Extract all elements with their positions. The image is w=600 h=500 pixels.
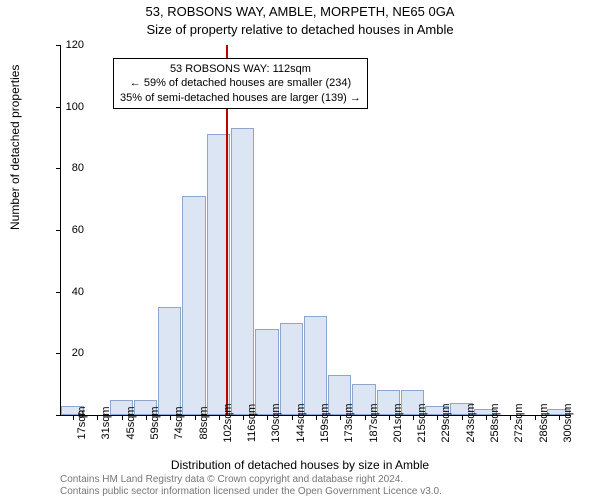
annotation-box: 53 ROBSONS WAY: 112sqm← 59% of detached … <box>113 58 368 109</box>
histogram-bar <box>231 128 254 415</box>
x-tick-mark <box>389 415 390 420</box>
x-tick-mark <box>413 415 414 420</box>
histogram-bar <box>280 323 303 416</box>
histogram-bar <box>255 329 278 415</box>
x-tick-mark <box>462 415 463 420</box>
plot-area: 53 ROBSONS WAY: 112sqm← 59% of detached … <box>60 45 571 416</box>
x-tick-label: 300sqm <box>562 403 574 442</box>
x-axis-label: Distribution of detached houses by size … <box>0 458 600 472</box>
annotation-line-2: ← 59% of detached houses are smaller (23… <box>120 76 361 90</box>
copyright-line-1: Contains HM Land Registry data © Crown c… <box>60 474 442 486</box>
x-tick-mark <box>535 415 536 420</box>
x-tick-mark <box>97 415 98 420</box>
x-tick-mark <box>267 415 268 420</box>
x-tick-label: 45sqm <box>125 406 137 439</box>
x-tick-label: 31sqm <box>100 406 112 439</box>
annotation-line-1: 53 ROBSONS WAY: 112sqm <box>120 62 361 76</box>
x-tick-label: 130sqm <box>270 403 282 442</box>
histogram-bar <box>158 307 181 415</box>
x-tick-label: 187sqm <box>368 403 380 442</box>
x-tick-mark <box>486 415 487 420</box>
x-tick-label: 116sqm <box>246 404 258 442</box>
x-tick-label: 258sqm <box>489 403 501 442</box>
histogram-bar <box>182 196 205 415</box>
x-tick-mark <box>437 415 438 420</box>
x-tick-label: 102sqm <box>222 403 234 442</box>
x-tick-label: 243sqm <box>465 403 477 442</box>
y-axis-label: Number of detached properties <box>8 65 22 230</box>
x-tick-label: 159sqm <box>319 403 331 442</box>
x-tick-label: 144sqm <box>295 403 307 442</box>
x-tick-mark <box>340 415 341 420</box>
x-tick-label: 286sqm <box>538 403 550 442</box>
chart-title-address: 53, ROBSONS WAY, AMBLE, MORPETH, NE65 0G… <box>0 4 600 19</box>
y-tick-label: 20 <box>44 347 84 359</box>
x-tick-mark <box>195 415 196 420</box>
x-tick-mark <box>243 415 244 420</box>
x-tick-mark <box>292 415 293 420</box>
copyright-notice: Contains HM Land Registry data © Crown c… <box>60 474 442 498</box>
x-tick-mark <box>122 415 123 420</box>
x-tick-label: 59sqm <box>149 406 161 439</box>
x-tick-label: 229sqm <box>440 403 452 442</box>
x-tick-label: 88sqm <box>198 406 210 439</box>
y-tick-label: 60 <box>44 224 84 236</box>
annotation-line-3: 35% of semi-detached houses are larger (… <box>120 91 361 105</box>
y-tick-label: 40 <box>44 286 84 298</box>
x-tick-mark <box>146 415 147 420</box>
histogram-bar <box>304 316 327 415</box>
x-tick-mark <box>170 415 171 420</box>
x-tick-label: 173sqm <box>343 403 355 442</box>
y-tick-label: 80 <box>44 162 84 174</box>
x-tick-label: 17sqm <box>76 406 88 439</box>
x-tick-label: 272sqm <box>513 403 525 442</box>
y-tick-label: 100 <box>44 101 84 113</box>
y-tick-label: 120 <box>44 39 84 51</box>
x-tick-label: 201sqm <box>392 403 404 442</box>
copyright-line-2: Contains public sector information licen… <box>60 486 442 498</box>
x-tick-mark <box>316 415 317 420</box>
x-tick-label: 215sqm <box>416 403 428 442</box>
chart-title-description: Size of property relative to detached ho… <box>0 22 600 37</box>
x-tick-mark <box>365 415 366 420</box>
property-size-histogram: 53, ROBSONS WAY, AMBLE, MORPETH, NE65 0G… <box>0 0 600 500</box>
x-tick-mark <box>219 415 220 420</box>
x-tick-mark <box>510 415 511 420</box>
x-tick-mark <box>559 415 560 420</box>
x-tick-label: 74sqm <box>173 406 185 439</box>
